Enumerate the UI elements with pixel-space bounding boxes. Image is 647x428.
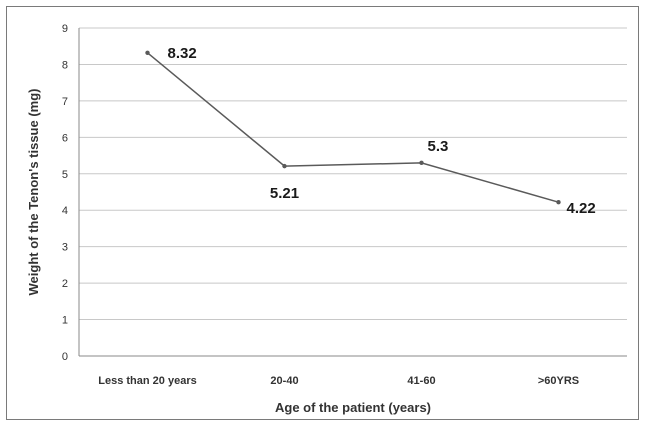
- y-axis-title: Weight of the Tenon's tissue (mg): [26, 89, 41, 296]
- y-tick-label: 3: [62, 242, 68, 254]
- y-tick-label: 7: [62, 96, 68, 108]
- data-points: [145, 50, 561, 205]
- y-tick-label: 1: [62, 315, 68, 327]
- data-labels: 8.32 5.21 5.3 4.22: [168, 45, 596, 217]
- y-tick-labels: 0 1 2 3 4 5 6 7 8 9: [62, 23, 68, 363]
- gridlines: [79, 27, 627, 321]
- x-tick-label: Less than 20 years: [98, 375, 196, 387]
- data-point: [282, 163, 287, 169]
- axes: [78, 28, 627, 357]
- y-tick-label: 2: [62, 278, 68, 290]
- y-tick-label: 0: [62, 351, 68, 363]
- x-tick-label: >60YRS: [538, 375, 579, 387]
- x-tick-label: 41-60: [407, 375, 435, 387]
- x-tick-label: 20-40: [270, 375, 298, 387]
- x-axis-title: Age of the patient (years): [275, 400, 431, 415]
- data-label: 5.3: [428, 138, 449, 155]
- y-tick-label: 6: [62, 132, 68, 144]
- data-label: 5.21: [270, 185, 299, 202]
- y-tick-label: 5: [62, 169, 68, 181]
- series-line: [147, 52, 559, 203]
- data-point: [419, 160, 424, 166]
- x-tick-labels: Less than 20 years 20-40 41-60 >60YRS: [98, 375, 579, 387]
- data-point: [145, 50, 150, 55]
- data-point: [556, 200, 561, 205]
- series-line-0: [147, 52, 559, 203]
- y-tick-label: 9: [62, 23, 68, 35]
- y-tick-label: 4: [62, 205, 68, 217]
- chart-frame: [6, 6, 639, 420]
- y-tick-label: 8: [62, 59, 68, 71]
- data-label: 4.22: [567, 200, 596, 217]
- data-label: 8.32: [168, 45, 197, 62]
